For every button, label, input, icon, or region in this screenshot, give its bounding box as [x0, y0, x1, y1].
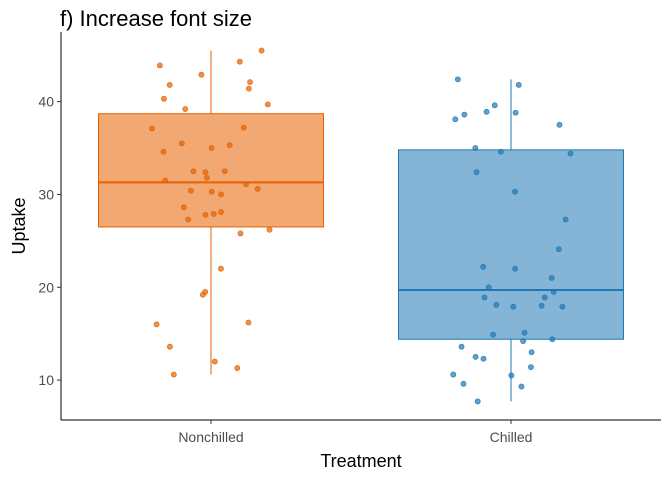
data-point [234, 365, 241, 371]
data-point [237, 230, 244, 237]
data-point [472, 145, 479, 151]
data-point [548, 275, 555, 281]
data-point [518, 383, 525, 390]
data-point [538, 302, 545, 309]
data-point [556, 121, 563, 128]
data-point [528, 364, 534, 370]
data-point [491, 102, 498, 109]
data-point [508, 372, 515, 379]
data-point [567, 150, 574, 157]
y-tick-label: 40 [38, 94, 54, 110]
data-point [170, 371, 177, 378]
x-tick-label: Nonchilled [178, 429, 243, 445]
data-point [218, 209, 224, 215]
data-point [520, 338, 527, 345]
data-point [461, 111, 468, 118]
data-point [243, 181, 249, 188]
data-point [245, 319, 252, 326]
data-point [512, 109, 519, 116]
data-point [515, 82, 522, 88]
data-point [156, 62, 163, 69]
data-point [166, 82, 173, 88]
data-point [226, 142, 233, 149]
data-point [203, 174, 210, 181]
data-point [245, 85, 252, 92]
data-point [480, 263, 487, 270]
data-point [210, 211, 217, 217]
data-point [460, 380, 467, 387]
data-point [187, 187, 194, 194]
data-point [559, 303, 566, 310]
data-point [208, 145, 215, 151]
data-point [180, 204, 187, 211]
data-point [200, 291, 206, 298]
data-point [472, 353, 479, 360]
data-point [162, 177, 169, 184]
data-point [236, 58, 243, 65]
data-point [550, 289, 557, 295]
data-point [211, 358, 218, 365]
data-point [202, 211, 209, 218]
y-axis-title: Uptake [9, 197, 29, 254]
plot-area [98, 47, 624, 405]
data-point [185, 216, 192, 223]
box-group-chilled [398, 76, 624, 405]
data-point [221, 168, 228, 175]
chart-title: f) Increase font size [60, 6, 252, 31]
data-point [258, 47, 265, 54]
box-iqr [398, 149, 624, 340]
data-point [264, 101, 271, 108]
data-point [454, 76, 461, 83]
data-point [555, 246, 562, 253]
data-point [149, 125, 155, 132]
data-point [497, 148, 504, 155]
y-tick-label: 30 [38, 186, 54, 202]
data-point [190, 168, 197, 175]
y-tick-label: 20 [38, 279, 54, 295]
data-point [218, 265, 224, 272]
data-point [160, 148, 167, 155]
data-point [473, 169, 480, 176]
data-point [161, 95, 167, 102]
data-point [240, 124, 247, 131]
data-point [178, 140, 185, 147]
data-point [541, 294, 548, 301]
data-point [512, 188, 518, 195]
data-point [450, 371, 457, 378]
data-point [182, 106, 189, 112]
x-axis-title: Treatment [320, 451, 401, 471]
x-tick-label: Chilled [490, 429, 533, 445]
data-point [512, 265, 519, 272]
data-point [528, 349, 535, 356]
box-group-nonchilled [98, 47, 324, 378]
data-point [247, 79, 253, 86]
data-point [218, 191, 224, 198]
data-point [521, 329, 528, 336]
data-point [480, 355, 487, 362]
axes: Nonchilled Chilled 10 20 30 40 [38, 32, 661, 445]
data-point [510, 303, 517, 310]
data-point [490, 331, 496, 338]
data-point [202, 169, 209, 176]
data-point [208, 188, 215, 195]
box-iqr [98, 113, 324, 228]
data-point [483, 108, 490, 115]
data-point [266, 226, 273, 233]
data-point [493, 301, 500, 308]
data-point [153, 321, 160, 328]
data-point [474, 398, 481, 405]
data-point [452, 116, 459, 123]
data-point [254, 185, 261, 192]
data-point [458, 343, 465, 350]
data-point [485, 284, 492, 291]
data-point [549, 336, 556, 343]
data-point [562, 216, 569, 223]
data-point [481, 294, 488, 301]
data-point [198, 71, 205, 78]
data-point [166, 343, 173, 350]
y-tick-label: 10 [38, 372, 54, 388]
